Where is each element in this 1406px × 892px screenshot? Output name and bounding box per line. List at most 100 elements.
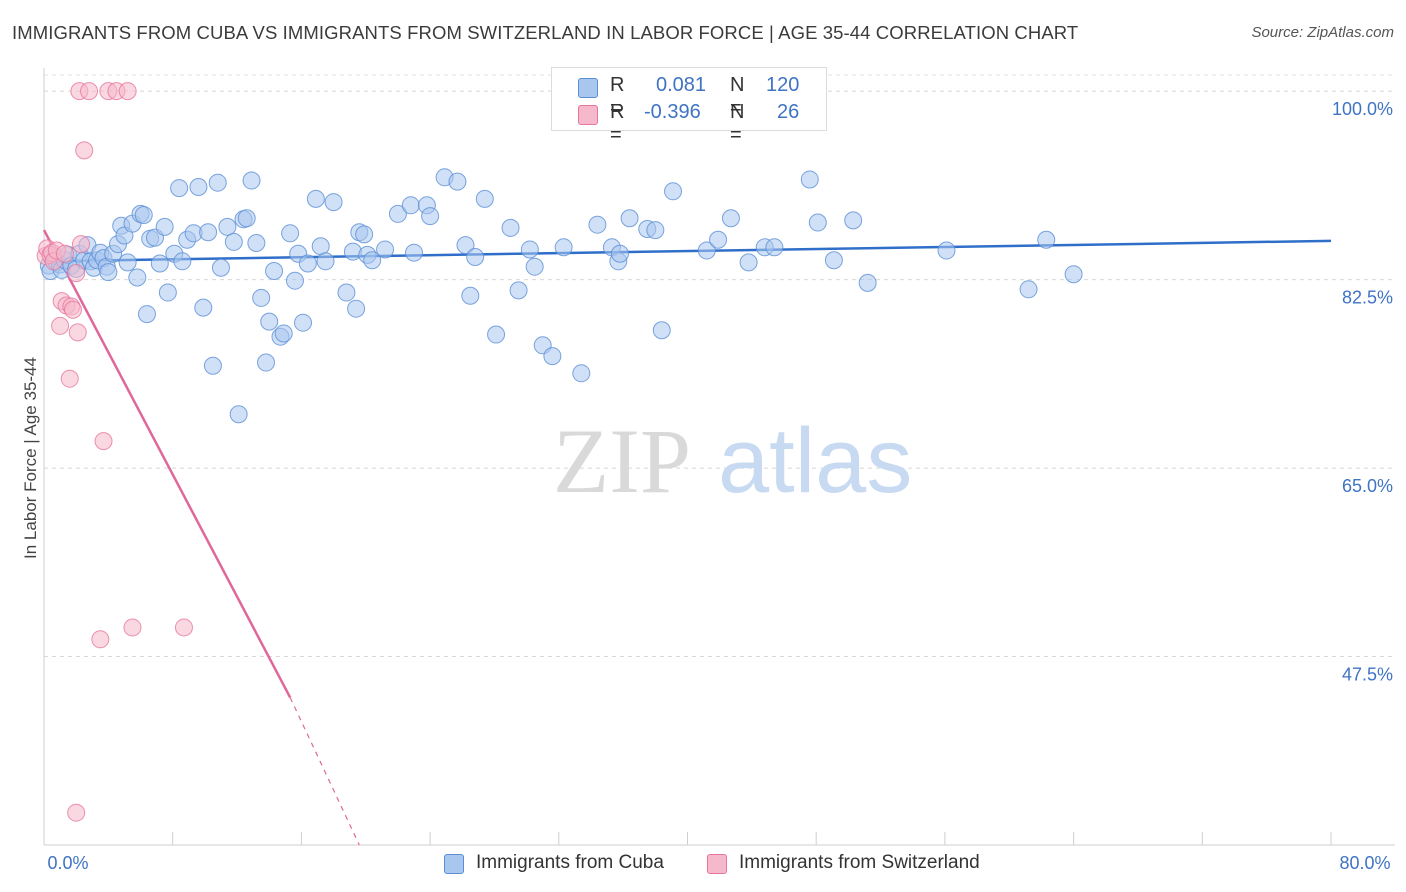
cuba-point bbox=[211, 258, 230, 277]
cuba-trend-line bbox=[43, 239, 1332, 263]
switzerland-trend-extension bbox=[289, 697, 360, 846]
cuba-point bbox=[588, 215, 607, 234]
legend-box: R = 0.081 N = 120 R = -0.396 N = 26 bbox=[551, 67, 827, 146]
data-points bbox=[36, 82, 1083, 822]
cuba-point bbox=[800, 170, 819, 189]
cuba-point bbox=[487, 325, 506, 344]
cuba-point bbox=[421, 207, 440, 226]
cuba-point bbox=[203, 356, 222, 375]
cuba-point bbox=[218, 217, 237, 236]
cuba-point bbox=[128, 268, 147, 287]
cuba-point bbox=[155, 217, 174, 236]
cuba-point bbox=[285, 271, 304, 290]
cuba-point bbox=[501, 218, 520, 237]
cuba-point bbox=[229, 405, 248, 424]
cuba-point bbox=[247, 234, 266, 252]
cuba-point bbox=[739, 253, 758, 272]
cuba-point bbox=[208, 173, 227, 192]
cuba-point bbox=[347, 299, 366, 318]
chart-title: IMMIGRANTS FROM CUBA VS IMMIGRANTS FROM … bbox=[12, 22, 1079, 43]
cuba-point bbox=[294, 313, 313, 332]
bottom-legend-label-cuba: Immigrants from Cuba bbox=[476, 852, 664, 873]
cuba-point bbox=[572, 364, 591, 383]
switzerland-point bbox=[91, 630, 110, 649]
cuba-point bbox=[620, 209, 639, 228]
switzerland-point bbox=[118, 82, 137, 101]
cuba-point bbox=[355, 225, 374, 244]
cuba-point bbox=[189, 178, 208, 196]
cuba-point bbox=[937, 241, 956, 260]
switzerland-point bbox=[67, 264, 86, 283]
source-label: Source: ZipAtlas.com bbox=[1251, 24, 1394, 41]
cuba-point bbox=[697, 241, 716, 260]
cuba-point bbox=[306, 189, 325, 208]
switzerland-point bbox=[75, 141, 94, 160]
switzerland-point bbox=[55, 244, 74, 263]
cuba-point bbox=[466, 248, 485, 266]
y-tick-label: 65.0% bbox=[1342, 476, 1393, 496]
cuba-point bbox=[99, 263, 118, 282]
x-tick-label: 80.0% bbox=[1339, 853, 1390, 873]
cuba-point bbox=[311, 237, 330, 256]
grid-lines bbox=[44, 74, 1395, 658]
cuba-point bbox=[509, 281, 528, 300]
y-tick-label: 100.0% bbox=[1332, 99, 1393, 119]
cuba-point bbox=[554, 238, 573, 257]
y-axis-label: In Labor Force | Age 35-44 bbox=[21, 357, 40, 559]
cuba-point bbox=[1064, 265, 1083, 284]
cuba-point bbox=[405, 243, 424, 262]
switzerland-point bbox=[72, 235, 91, 254]
cuba-point bbox=[376, 240, 395, 259]
switzerland-point bbox=[174, 618, 193, 637]
cuba-point bbox=[525, 257, 544, 276]
legend-r-value: -0.396 bbox=[644, 101, 701, 123]
legend-r-label: R = bbox=[610, 74, 625, 119]
cuba-point bbox=[158, 283, 177, 302]
switzerland-trend-line bbox=[42, 229, 292, 699]
cuba-point bbox=[137, 305, 156, 324]
cuba-point bbox=[170, 179, 189, 198]
bottom-legend-swatch-switzerland bbox=[707, 854, 727, 874]
cuba-point bbox=[118, 253, 137, 272]
switzerland-point bbox=[60, 369, 79, 388]
legend-r-value: 0.081 bbox=[656, 74, 707, 96]
bottom-legend-swatch-cuba bbox=[444, 854, 464, 874]
bottom-legend-label-switzerland: Immigrants from Switzerland bbox=[739, 852, 980, 873]
cuba-point bbox=[242, 171, 261, 190]
cuba-point bbox=[646, 221, 665, 240]
cuba-point bbox=[543, 347, 562, 366]
cuba-point bbox=[652, 321, 671, 340]
y-tick-label: 47.5% bbox=[1342, 665, 1393, 685]
cuba-point bbox=[844, 211, 863, 230]
cuba-point bbox=[456, 236, 475, 255]
cuba-point bbox=[461, 286, 480, 305]
cuba-point bbox=[298, 254, 317, 273]
cuba-point bbox=[1019, 280, 1038, 299]
switzerland-point bbox=[80, 82, 99, 101]
legend-n-value: 26 bbox=[777, 101, 800, 123]
watermark-atlas: atlas bbox=[718, 410, 912, 512]
trend-lines bbox=[42, 229, 1332, 846]
cuba-point bbox=[134, 206, 153, 224]
cuba-point bbox=[664, 182, 683, 201]
legend-n-value: 120 bbox=[766, 74, 800, 96]
cuba-point bbox=[808, 213, 827, 232]
switzerland-point bbox=[63, 300, 82, 319]
cuba-point bbox=[265, 262, 284, 280]
cuba-point bbox=[237, 209, 256, 228]
cuba-point bbox=[1037, 230, 1056, 249]
cuba-point bbox=[281, 224, 300, 243]
cuba-point bbox=[252, 288, 271, 307]
cuba-point bbox=[824, 251, 843, 270]
cuba-point bbox=[709, 230, 728, 249]
cuba-point bbox=[337, 283, 356, 302]
y-tick-label: 82.5% bbox=[1342, 288, 1393, 308]
switzerland-point bbox=[123, 618, 142, 637]
legend-swatch-cuba bbox=[578, 78, 598, 98]
cuba-point bbox=[199, 223, 218, 242]
cuba-point bbox=[224, 232, 243, 251]
tick-labels: 47.5% 65.0% 82.5% 100.0% 0.0% 80.0% bbox=[47, 99, 1393, 873]
legend-n-label: N = bbox=[730, 101, 745, 146]
cuba-point bbox=[324, 193, 343, 212]
